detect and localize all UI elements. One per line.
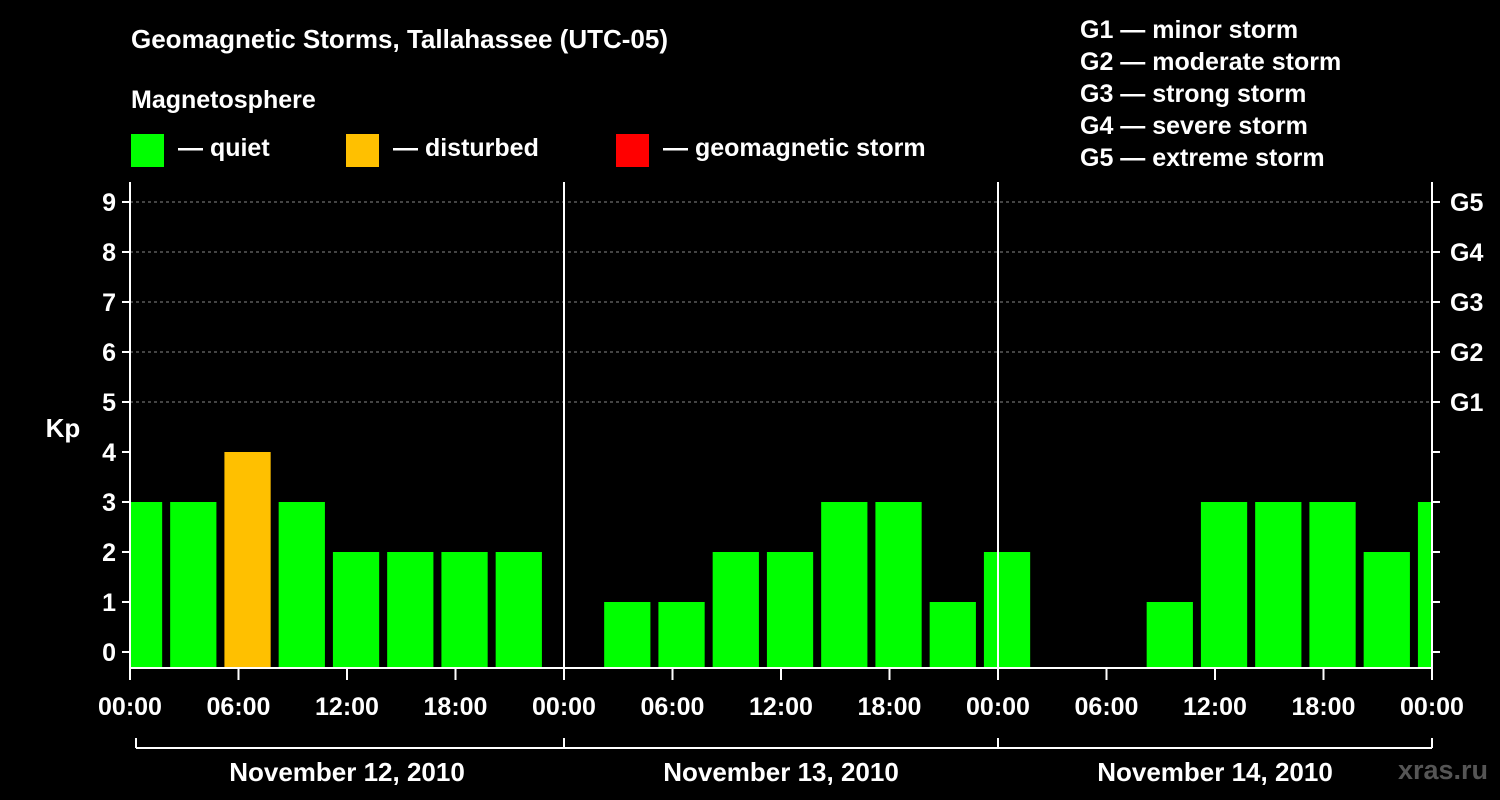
day-label: November 14, 2010 xyxy=(1097,757,1333,787)
x-tick-label: 00:00 xyxy=(532,693,596,721)
kp-bar xyxy=(658,602,705,668)
y-tick-label: 9 xyxy=(102,189,116,217)
kp-bar xyxy=(170,502,217,668)
kp-bar xyxy=(441,552,488,668)
storm-level-label: G2 xyxy=(1450,339,1483,367)
x-tick-label: 18:00 xyxy=(424,693,488,721)
storm-scale-g4: G4 — severe storm xyxy=(1080,112,1308,140)
storm-level-label: G3 xyxy=(1450,289,1483,317)
kp-bar xyxy=(1417,502,1432,668)
kp-bar xyxy=(495,552,542,668)
x-tick-label: 06:00 xyxy=(207,693,271,721)
kp-bar xyxy=(1146,602,1193,668)
kp-bar xyxy=(332,552,380,668)
kp-bar xyxy=(387,552,434,668)
legend-swatch-storm xyxy=(616,134,649,167)
x-tick-label: 00:00 xyxy=(98,693,162,721)
storm-scale-g5: G5 — extreme storm xyxy=(1080,144,1325,172)
kp-bar xyxy=(929,602,976,668)
kp-bar xyxy=(766,552,814,668)
y-tick-label: 3 xyxy=(102,489,116,517)
kp-bar xyxy=(224,452,271,668)
storm-scale-g1: G1 — minor storm xyxy=(1080,16,1299,44)
kp-bar xyxy=(1255,502,1302,668)
kp-bar xyxy=(1200,502,1248,668)
kp-bar xyxy=(1309,502,1356,668)
kp-bar xyxy=(983,552,1031,668)
kp-bar xyxy=(278,502,325,668)
y-tick-label: 7 xyxy=(102,289,116,317)
storm-level-label: G4 xyxy=(1450,239,1483,267)
legend-label-disturbed: — disturbed xyxy=(393,134,539,162)
x-tick-label: 12:00 xyxy=(749,693,813,721)
y-tick-label: 4 xyxy=(102,439,116,467)
storm-scale-g2: G2 — moderate storm xyxy=(1080,48,1342,76)
legend-label-quiet: — quiet xyxy=(178,134,270,162)
chart-subtitle: Magnetosphere xyxy=(131,86,316,114)
storm-level-label: G1 xyxy=(1450,389,1483,417)
kp-bar xyxy=(1363,552,1410,668)
storm-scale-g3: G3 — strong storm xyxy=(1080,80,1307,108)
kp-bar xyxy=(712,552,759,668)
x-tick-label: 00:00 xyxy=(1400,693,1464,721)
y-tick-label: 8 xyxy=(102,239,116,267)
x-tick-label: 12:00 xyxy=(315,693,379,721)
legend-swatch-disturbed xyxy=(346,134,379,167)
y-tick-label: 1 xyxy=(102,589,116,617)
y-tick-label: 6 xyxy=(102,339,116,367)
kp-bar xyxy=(604,602,651,668)
legend-label-storm: — geomagnetic storm xyxy=(663,134,926,162)
chart-title: Geomagnetic Storms, Tallahassee (UTC-05) xyxy=(131,24,669,54)
x-tick-label: 18:00 xyxy=(858,693,922,721)
day-label: November 12, 2010 xyxy=(229,757,465,787)
x-tick-label: 12:00 xyxy=(1183,693,1247,721)
watermark: xras.ru xyxy=(1397,755,1488,785)
legend-swatch-quiet xyxy=(131,134,164,167)
kp-bar xyxy=(875,502,922,668)
day-label: November 13, 2010 xyxy=(663,757,899,787)
y-tick-label: 5 xyxy=(102,389,116,417)
storm-level-label: G5 xyxy=(1450,189,1483,217)
storm-scale-legend: G1 — minor storm G2 — moderate storm G3 … xyxy=(1080,14,1341,174)
y-tick-label: 2 xyxy=(102,539,116,567)
y-tick-label: 0 xyxy=(102,639,116,667)
x-tick-label: 00:00 xyxy=(966,693,1030,721)
kp-bar xyxy=(821,502,868,668)
kp-bar xyxy=(130,502,163,668)
x-tick-label: 06:00 xyxy=(641,693,705,721)
y-axis-label: Kp xyxy=(46,413,81,443)
x-tick-label: 06:00 xyxy=(1075,693,1139,721)
x-tick-label: 18:00 xyxy=(1292,693,1356,721)
